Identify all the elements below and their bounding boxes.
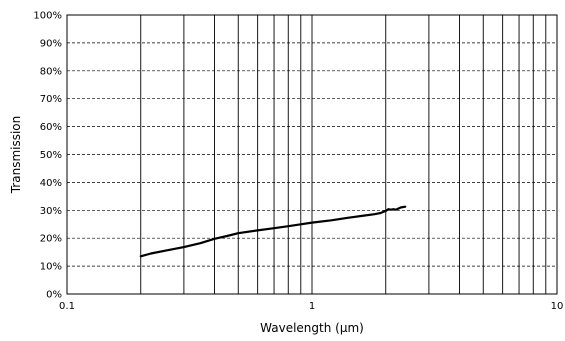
plot-frame (66, 14, 558, 295)
y-tick-label: 50% (40, 150, 62, 161)
y-tick-label: 90% (40, 38, 62, 49)
x-tick-label: 1 (309, 301, 315, 312)
grid (67, 15, 557, 294)
transmission-line (139, 205, 407, 258)
series-layer (139, 205, 407, 258)
y-tick-label: 70% (40, 94, 62, 105)
x-tick-label: 10 (551, 301, 564, 312)
y-tick-label: 60% (40, 122, 62, 133)
y-tick-label: 0% (46, 290, 62, 301)
y-tick-label: 30% (40, 206, 62, 217)
x-tick-labels: 0.1 1 10 (59, 301, 563, 312)
y-tick-label: 20% (40, 234, 62, 245)
y-tick-label: 40% (40, 178, 62, 189)
y-tick-label: 10% (40, 262, 62, 273)
x-tick-label: 0.1 (59, 301, 75, 312)
y-tick-labels: 0% 10% 20% 30% 40% 50% 60% 70% 80% 90% 100% (33, 11, 62, 301)
y-axis-label: Transmission (9, 116, 23, 195)
x-axis-label: Wavelength (µm) (260, 321, 364, 335)
y-tick-label: 80% (40, 66, 62, 77)
y-tick-label: 100% (33, 11, 62, 22)
